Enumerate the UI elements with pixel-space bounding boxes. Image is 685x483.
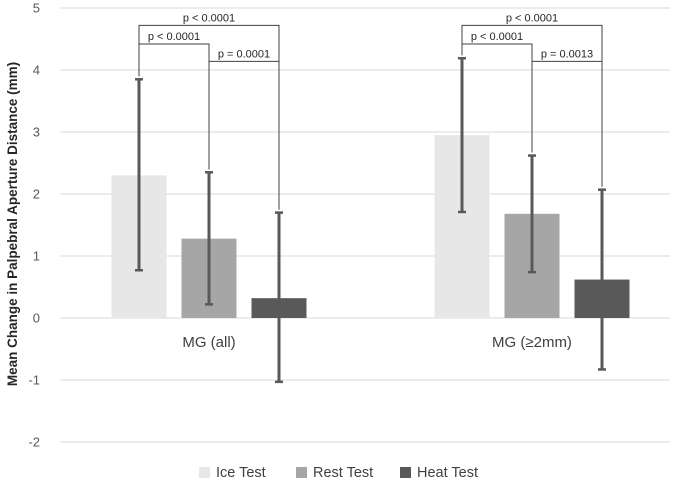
legend-label: Rest Test	[313, 465, 373, 481]
error-bars	[135, 56, 606, 384]
legend-label: Ice Test	[216, 465, 266, 481]
y-axis-ticks: -2 -1 0 1 2 3 4 5	[28, 1, 40, 450]
y-tick-label: -2	[28, 435, 40, 450]
p-value-label: p = 0.0013	[541, 48, 593, 60]
significance-bracket	[138, 43, 210, 170]
category-label: MG (≥2mm)	[492, 334, 572, 351]
p-value-label: p < 0.0001	[506, 12, 558, 24]
y-tick-label: 4	[33, 63, 40, 78]
y-tick-label: 3	[33, 125, 40, 140]
y-tick-label: 5	[33, 1, 40, 16]
p-value-label: p = 0.0001	[218, 48, 270, 60]
legend-swatch	[199, 467, 210, 478]
legend-swatch	[296, 467, 307, 478]
legend: Ice Test Rest Test Heat Test	[199, 465, 478, 481]
category-label: MG (all)	[182, 334, 235, 351]
y-axis-label: Mean Change in Palpebral Aperture Distan…	[5, 62, 20, 386]
legend-swatch	[400, 467, 411, 478]
bars	[111, 135, 630, 318]
significance-bracket	[531, 60, 603, 187]
y-tick-label: 0	[33, 311, 40, 326]
y-tick-label: 1	[33, 249, 40, 264]
significance-brackets: p < 0.0001 p < 0.0001 p = 0.0001 p < 0.0001…	[138, 12, 603, 210]
y-tick-label: -1	[28, 373, 40, 388]
p-value-label: p < 0.0001	[471, 31, 523, 43]
p-value-label: p < 0.0001	[183, 12, 235, 24]
p-value-label: p < 0.0001	[148, 31, 200, 43]
category-labels: MG (all) MG (≥2mm)	[182, 334, 572, 351]
legend-label: Heat Test	[417, 465, 478, 481]
significance-bracket	[208, 60, 280, 210]
y-tick-label: 2	[33, 187, 40, 202]
